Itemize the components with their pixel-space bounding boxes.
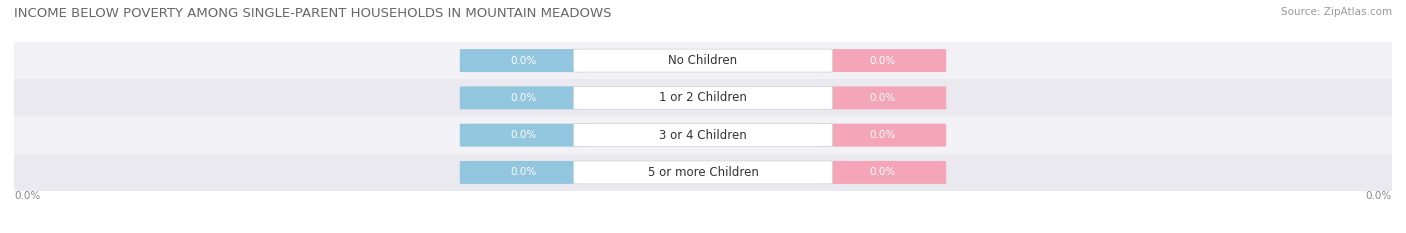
FancyBboxPatch shape: [460, 161, 588, 184]
Text: 0.0%: 0.0%: [510, 130, 537, 140]
FancyBboxPatch shape: [460, 49, 588, 72]
FancyBboxPatch shape: [574, 161, 832, 184]
Text: No Children: No Children: [668, 54, 738, 67]
Text: 0.0%: 0.0%: [869, 56, 896, 65]
Text: 1 or 2 Children: 1 or 2 Children: [659, 91, 747, 104]
Text: 0.0%: 0.0%: [510, 56, 537, 65]
FancyBboxPatch shape: [818, 49, 946, 72]
Bar: [14, 116, 1392, 154]
FancyBboxPatch shape: [574, 86, 832, 109]
Text: 0.0%: 0.0%: [510, 168, 537, 177]
Text: 0.0%: 0.0%: [1365, 191, 1392, 201]
FancyBboxPatch shape: [574, 49, 832, 72]
FancyBboxPatch shape: [460, 124, 588, 147]
Bar: [14, 79, 1392, 116]
Text: Source: ZipAtlas.com: Source: ZipAtlas.com: [1281, 7, 1392, 17]
Text: INCOME BELOW POVERTY AMONG SINGLE-PARENT HOUSEHOLDS IN MOUNTAIN MEADOWS: INCOME BELOW POVERTY AMONG SINGLE-PARENT…: [14, 7, 612, 20]
FancyBboxPatch shape: [460, 86, 588, 109]
Text: 0.0%: 0.0%: [869, 93, 896, 103]
Text: 0.0%: 0.0%: [14, 191, 41, 201]
FancyBboxPatch shape: [818, 124, 946, 147]
Text: 3 or 4 Children: 3 or 4 Children: [659, 129, 747, 142]
Text: 0.0%: 0.0%: [869, 168, 896, 177]
Text: 0.0%: 0.0%: [510, 93, 537, 103]
FancyBboxPatch shape: [818, 86, 946, 109]
Text: 0.0%: 0.0%: [869, 130, 896, 140]
Bar: [14, 154, 1392, 191]
FancyBboxPatch shape: [818, 161, 946, 184]
Bar: [14, 42, 1392, 79]
Text: 5 or more Children: 5 or more Children: [648, 166, 758, 179]
FancyBboxPatch shape: [574, 124, 832, 147]
